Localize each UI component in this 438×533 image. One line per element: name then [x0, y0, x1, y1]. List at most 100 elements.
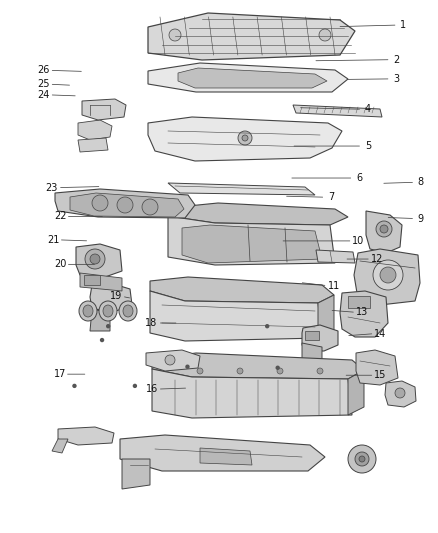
Polygon shape [302, 343, 322, 371]
Text: 14: 14 [374, 329, 386, 338]
Circle shape [238, 131, 252, 145]
Circle shape [169, 29, 181, 41]
Circle shape [165, 355, 175, 365]
Circle shape [395, 388, 405, 398]
Circle shape [92, 195, 108, 211]
Circle shape [185, 365, 190, 369]
Text: 6: 6 [356, 173, 362, 183]
Circle shape [373, 260, 403, 290]
Polygon shape [182, 225, 322, 263]
Ellipse shape [79, 301, 97, 321]
Text: 19: 19 [110, 292, 122, 301]
Text: 23: 23 [46, 183, 58, 192]
Polygon shape [150, 291, 322, 341]
Polygon shape [293, 105, 382, 117]
Polygon shape [200, 448, 252, 465]
Circle shape [276, 366, 280, 370]
Text: 22: 22 [54, 212, 67, 221]
Polygon shape [152, 369, 352, 418]
Text: 15: 15 [374, 370, 386, 380]
Circle shape [380, 267, 396, 283]
Ellipse shape [99, 301, 117, 321]
Polygon shape [168, 203, 348, 225]
Polygon shape [80, 273, 122, 291]
Text: 8: 8 [417, 177, 424, 187]
Circle shape [117, 197, 133, 213]
Circle shape [277, 368, 283, 374]
Polygon shape [148, 63, 348, 92]
Circle shape [72, 384, 77, 388]
Polygon shape [146, 350, 200, 371]
Text: 17: 17 [54, 369, 67, 379]
Text: 20: 20 [54, 260, 67, 269]
Text: 2: 2 [393, 55, 399, 64]
Text: 16: 16 [146, 384, 159, 394]
Polygon shape [168, 183, 315, 195]
Text: 18: 18 [145, 318, 158, 328]
Polygon shape [148, 117, 342, 161]
Polygon shape [70, 193, 184, 217]
Bar [348, 296, 370, 308]
Text: 9: 9 [417, 214, 424, 223]
Polygon shape [148, 13, 355, 60]
Polygon shape [356, 350, 398, 385]
Polygon shape [122, 459, 150, 489]
Bar [305, 331, 319, 340]
Text: 10: 10 [352, 236, 364, 246]
Circle shape [242, 135, 248, 141]
Text: 12: 12 [371, 254, 383, 264]
Polygon shape [152, 353, 364, 379]
Circle shape [380, 225, 388, 233]
Circle shape [85, 249, 105, 269]
Text: 13: 13 [356, 308, 368, 317]
Polygon shape [55, 189, 195, 218]
Text: 25: 25 [38, 79, 50, 89]
Polygon shape [78, 138, 108, 152]
Ellipse shape [123, 305, 133, 317]
Circle shape [237, 368, 243, 374]
Polygon shape [302, 325, 338, 351]
Polygon shape [90, 283, 132, 311]
Ellipse shape [103, 305, 113, 317]
Polygon shape [178, 68, 327, 88]
Polygon shape [318, 295, 334, 338]
Circle shape [376, 221, 392, 237]
Polygon shape [366, 211, 402, 253]
Text: 11: 11 [328, 281, 340, 290]
Circle shape [90, 254, 100, 264]
Circle shape [348, 445, 376, 473]
Circle shape [100, 338, 104, 342]
Polygon shape [316, 250, 355, 263]
Polygon shape [354, 249, 420, 305]
Polygon shape [78, 120, 112, 140]
Ellipse shape [83, 305, 93, 317]
Circle shape [319, 29, 331, 41]
Text: 24: 24 [38, 90, 50, 100]
Polygon shape [76, 244, 122, 277]
Polygon shape [120, 435, 325, 471]
Ellipse shape [119, 301, 137, 321]
Circle shape [355, 452, 369, 466]
Polygon shape [52, 439, 68, 453]
Bar [84, 275, 100, 285]
Polygon shape [90, 309, 110, 331]
Polygon shape [340, 291, 388, 337]
Polygon shape [385, 381, 416, 407]
Circle shape [359, 456, 365, 462]
Text: 7: 7 [328, 192, 334, 202]
Polygon shape [82, 99, 126, 120]
Polygon shape [348, 370, 364, 415]
Text: 3: 3 [393, 74, 399, 84]
Circle shape [265, 324, 269, 328]
Polygon shape [58, 427, 114, 445]
Text: 21: 21 [47, 235, 60, 245]
Text: 1: 1 [400, 20, 406, 30]
Circle shape [133, 384, 137, 388]
Circle shape [197, 368, 203, 374]
Text: 4: 4 [365, 104, 371, 114]
Polygon shape [168, 216, 335, 265]
Text: 26: 26 [38, 66, 50, 75]
Circle shape [317, 368, 323, 374]
Text: 5: 5 [365, 141, 371, 151]
Polygon shape [150, 277, 334, 303]
